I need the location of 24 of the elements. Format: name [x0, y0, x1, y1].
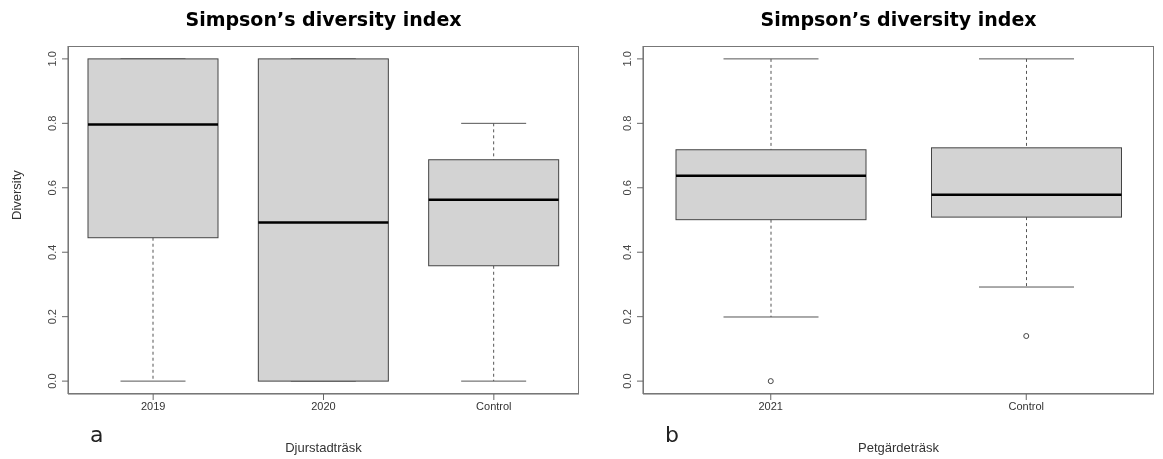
y-tick-label: 0.8 — [46, 115, 58, 131]
y-tick-label: 0.4 — [621, 244, 633, 260]
x-tick-label: 2020 — [311, 399, 336, 412]
x-tick-label: 2021 — [758, 399, 783, 412]
y-tick-label: 0.2 — [621, 309, 633, 325]
y-tick-label: 0.2 — [46, 309, 58, 325]
chart-title: Simpson’s diversity index — [759, 8, 1038, 32]
y-tick-label: 0.0 — [46, 373, 58, 389]
x-axis-title: Djurstadträsk — [285, 440, 363, 455]
x-tick-label: Control — [1008, 399, 1044, 412]
text: b — [665, 422, 679, 447]
y-tick-label: 0.8 — [621, 115, 633, 131]
x-tick-label: Control — [476, 399, 512, 412]
y-tick-label: 1.0 — [46, 51, 58, 67]
x-tick-label: 2019 — [140, 399, 166, 412]
text: a — [90, 422, 104, 447]
y-tick-label: 0.6 — [621, 180, 633, 196]
chart-title: Simpson’s diversity index — [184, 8, 463, 32]
y-tick-label: 0.6 — [46, 180, 58, 196]
y-tick-label: 1.0 — [621, 51, 633, 67]
y-tick-label: 0.0 — [621, 373, 633, 389]
y-axis-title: Diversity — [8, 169, 24, 220]
y-tick-label: 0.4 — [46, 244, 58, 260]
x-axis-title: Petgärdeträsk — [858, 440, 940, 455]
